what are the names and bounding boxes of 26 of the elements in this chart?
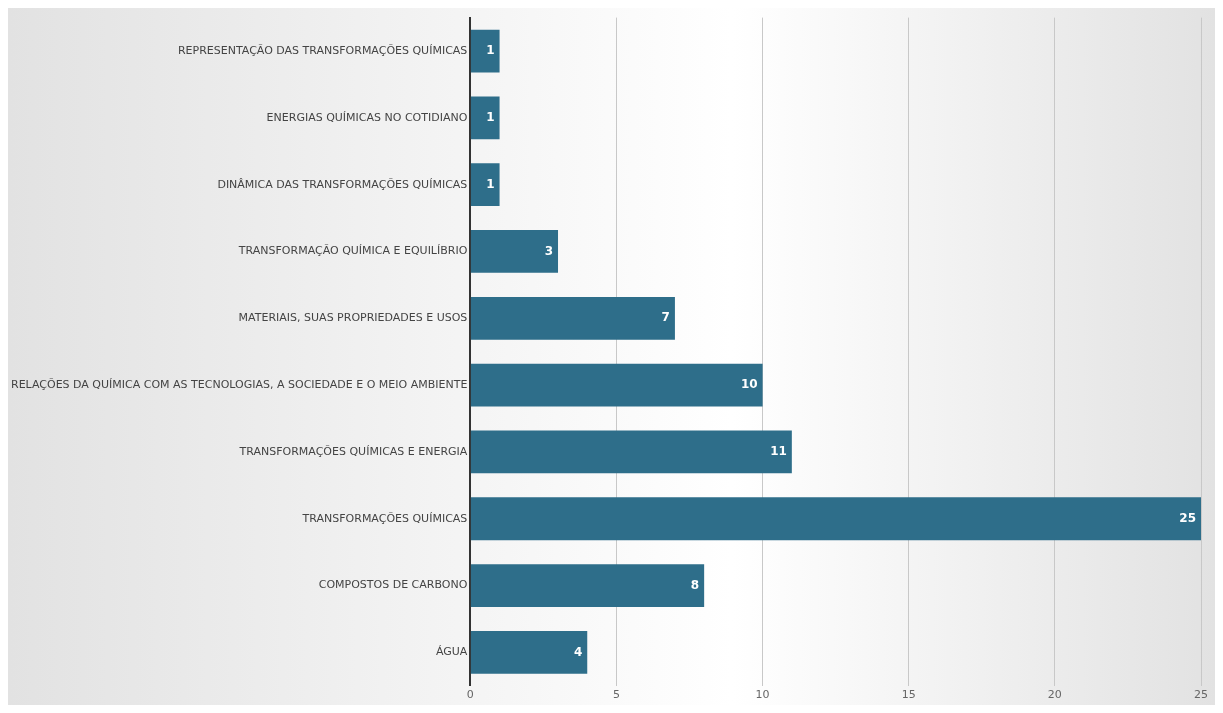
- y-tick-label: COMPOSTOS DE CARBONO: [318, 578, 468, 592]
- data-label: 25: [1179, 510, 1196, 525]
- data-label: 10: [740, 377, 758, 392]
- y-tick-label: TRANSFORMAÇÕES QUÍMICAS: [301, 511, 468, 525]
- x-tick-label: 0: [466, 688, 474, 702]
- data-label: 7: [661, 310, 670, 325]
- y-tick-label: DINÂMICA DAS TRANSFORMAÇÕES QUÍMICAS: [217, 177, 468, 191]
- x-tick-label: 5: [612, 688, 620, 702]
- y-tick-label: ENERGIAS QUÍMICAS NO COTIDIANO: [266, 110, 468, 124]
- y-tick-label: RELAÇÕES DA QUÍMICA COM AS TECNOLOGIAS, A SOCIEDADE E O MEIO AMBIENTE: [10, 377, 468, 391]
- data-label: 8: [690, 577, 700, 592]
- y-tick-label: TRANSFORMAÇÃO QUÍMICA E EQUILÍBRIO: [237, 244, 468, 258]
- data-label: 4: [573, 644, 583, 659]
- data-label: 11: [770, 444, 787, 459]
- x-tick-label: 15: [901, 688, 916, 702]
- y-tick-label: ÁGUA: [435, 645, 468, 659]
- x-tick-label: 20: [1047, 688, 1062, 702]
- y-tick-label: REPRESENTAÇÃO DAS TRANSFORMAÇÕES QUÍMICAS: [177, 43, 468, 57]
- x-tick-label: 25: [1194, 688, 1208, 702]
- data-label: 3: [544, 243, 554, 258]
- data-label: 1: [486, 43, 495, 58]
- data-label: 1: [486, 109, 495, 124]
- x-tick-label: 10: [755, 688, 770, 702]
- y-tick-label: TRANSFORMAÇÕES QUÍMICAS E ENERGIA: [238, 444, 468, 458]
- data-label: 1: [486, 176, 495, 191]
- y-tick-label: MATERIAIS, SUAS PROPRIEDADES E USOS: [238, 311, 468, 325]
